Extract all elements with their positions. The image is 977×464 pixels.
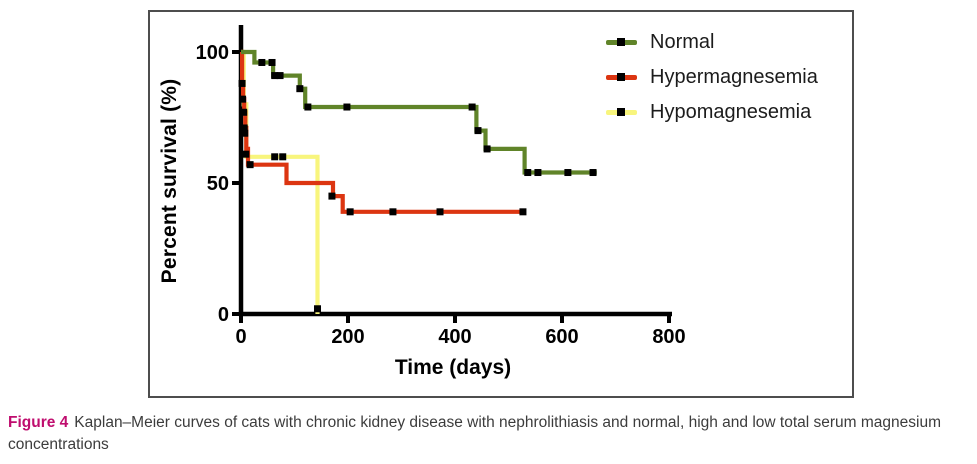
censor-mark-normal [564, 169, 572, 177]
censor-mark-hypermagnesemia [328, 192, 336, 200]
censor-square-icon [617, 37, 625, 46]
censor-mark-normal [474, 127, 482, 135]
censor-mark-hypermagnesemia [389, 208, 397, 216]
censor-mark-hypermagnesemia [240, 108, 248, 116]
x-tick-label: 200 [331, 326, 364, 348]
censor-square-icon [617, 107, 625, 116]
legend-label: Hypermagnesemia [650, 65, 818, 88]
censor-mark-hypomagnesemia [271, 153, 279, 161]
km-plot: 0 50 100 0 200 400 600 800 [196, 25, 686, 348]
censor-mark-hypermagnesemia [436, 208, 444, 216]
censor-mark-hypermagnesemia [241, 129, 249, 137]
legend-item-hypermagnesemia: Hypermagnesemia [606, 66, 818, 88]
censor-mark-normal [343, 103, 351, 111]
censor-square-icon [617, 72, 625, 81]
censor-mark-hypomagnesemia [314, 305, 322, 313]
x-axis-title: Time (days) [394, 356, 512, 379]
figure-caption: Figure 4 Kaplan–Meier curves of cats with… [8, 412, 971, 455]
censor-mark-hypermagnesemia [239, 95, 247, 103]
censor-mark-hypermagnesemia [242, 150, 250, 158]
censor-mark-normal [276, 72, 284, 80]
plot-frame [148, 10, 854, 398]
censor-mark-hypermagnesemia [246, 161, 254, 169]
legend-label: Hypomagnesemia [650, 100, 812, 123]
y-tick-label: 0 [218, 304, 229, 326]
censor-mark-hypomagnesemia [279, 153, 287, 161]
legend-line-swatch [606, 37, 637, 46]
figure-caption-text: Kaplan–Meier curves of cats with chronic… [8, 414, 942, 453]
legend-label: Normal [650, 30, 715, 53]
censor-mark-normal [483, 145, 491, 153]
censor-mark-normal [534, 169, 542, 177]
legend-line-swatch [606, 107, 637, 116]
censor-mark-normal [258, 58, 266, 66]
censor-mark-hypermagnesemia [519, 208, 527, 216]
x-tick-label: 800 [652, 326, 685, 348]
censor-mark-hypermagnesemia [346, 208, 354, 216]
censor-mark-normal [296, 85, 304, 93]
series-curve-normal [241, 49, 597, 175]
y-tick-label: 50 [207, 173, 229, 195]
censor-mark-normal [524, 169, 532, 177]
censor-mark-normal [468, 103, 476, 111]
x-tick-label: 600 [545, 326, 578, 348]
x-tick-label: 400 [438, 326, 471, 348]
legend: Normal Hypermagnesemia Hypomagnesemia [606, 31, 818, 123]
censor-mark-hypermagnesemia [238, 79, 246, 87]
figure-caption-label: Figure 4 [8, 414, 69, 431]
x-tick-label: 0 [235, 326, 246, 348]
y-axis-title: Percent survival (%) [158, 78, 181, 284]
censor-mark-normal [304, 103, 312, 111]
legend-line-swatch [606, 72, 637, 81]
censor-mark-normal [589, 169, 597, 177]
censor-mark-normal [268, 58, 276, 66]
y-tick-label: 100 [196, 42, 229, 64]
censor-mark-normal [271, 72, 279, 80]
censor-mark-hypermagnesemia [240, 124, 248, 132]
legend-item-normal: Normal [606, 31, 818, 53]
legend-item-hypomagnesemia: Hypomagnesemia [606, 101, 818, 123]
